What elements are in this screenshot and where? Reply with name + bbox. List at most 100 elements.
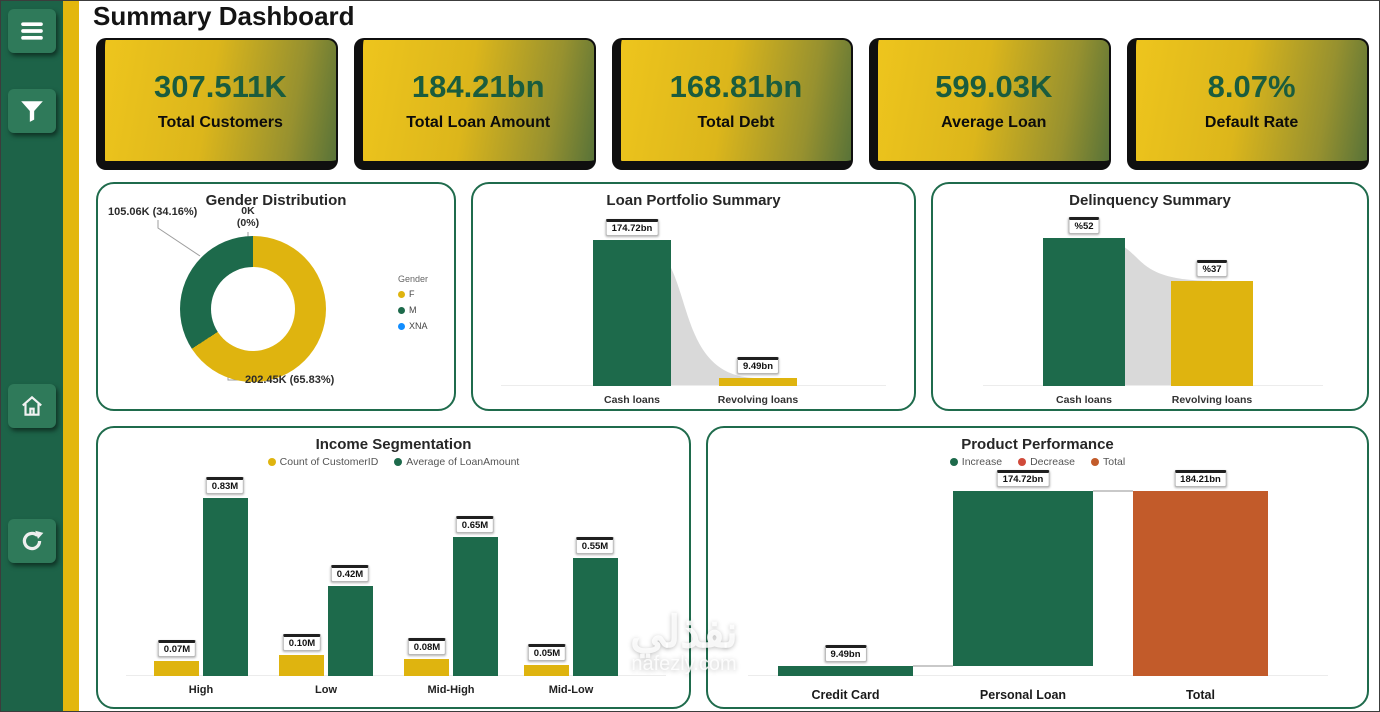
bar-count-mid-high[interactable] — [404, 658, 449, 676]
kpi-card-total-customers[interactable]: 307.511K Total Customers — [96, 38, 338, 170]
gender-donut[interactable] — [180, 236, 326, 382]
legend-item-total[interactable]: Total — [1091, 456, 1125, 468]
legend-dot-count — [267, 458, 276, 466]
axis-baseline — [748, 675, 1328, 676]
kpi-row: 307.511K Total Customers 184.21bn Total … — [96, 38, 1369, 170]
legend-dot-f — [398, 290, 405, 298]
value-label-avg-mid-low: 0.55M — [575, 537, 615, 555]
legend-label-decrease: Decrease — [1030, 456, 1076, 468]
bar-count-low[interactable] — [279, 654, 324, 676]
connector-personal-total — [1093, 490, 1133, 492]
legend-title: Gender — [398, 274, 429, 284]
legend-item-count[interactable]: Count of CustomerID — [267, 456, 379, 468]
menu-icon — [21, 22, 43, 40]
loan-funnel-ribbon — [632, 240, 758, 386]
menu-button[interactable] — [8, 9, 56, 53]
loan-portfolio-plot: 174.72bn 9.49bn Cash loans Revolving loans — [501, 219, 886, 410]
bar-count-high[interactable] — [154, 661, 199, 676]
accent-stripe — [63, 1, 79, 711]
filter-button[interactable] — [8, 89, 56, 133]
kpi-label: Default Rate — [1204, 114, 1299, 131]
kpi-label: Total Customers — [157, 114, 283, 131]
filter-icon — [21, 101, 43, 122]
bar-credit-card[interactable] — [778, 666, 913, 676]
kpi-card-default-rate[interactable]: 8.07% Default Rate — [1127, 38, 1369, 170]
kpi-label: Total Loan Amount — [406, 114, 551, 131]
legend-item-avg[interactable]: Average of LoanAmount — [394, 456, 519, 468]
connector-credit-personal — [913, 665, 953, 668]
value-label-credit-card: 9.49bn — [824, 645, 867, 663]
bar-revolving-loans[interactable] — [719, 378, 797, 386]
value-label-total: 184.21bn — [1174, 470, 1227, 487]
legend-label-count: Count of CustomerID — [279, 456, 379, 468]
value-label-count-mid-low: 0.05M — [527, 644, 567, 662]
legend-item-decrease[interactable]: Decrease — [1018, 456, 1075, 468]
legend-label-avg: Average of LoanAmount — [406, 456, 520, 468]
axis-label-mid-low: Mid-Low — [548, 684, 594, 696]
kpi-value: 307.511K — [154, 69, 287, 104]
legend-item-f[interactable]: F — [398, 289, 428, 299]
legend-label-m: M — [409, 305, 417, 315]
kpi-value: 184.21bn — [411, 69, 545, 104]
kpi-label: Average Loan — [941, 114, 1047, 131]
axis-label-cash-loans-delinquency: Cash loans — [1055, 394, 1113, 406]
legend-dot-avg — [394, 458, 403, 466]
refresh-icon — [22, 530, 44, 551]
home-button[interactable] — [8, 384, 56, 428]
bar-count-mid-low[interactable] — [524, 665, 569, 676]
legend-item-xna[interactable]: XNA — [398, 321, 428, 331]
refresh-button[interactable] — [8, 519, 56, 563]
legend-item-increase[interactable]: Increase — [949, 456, 1002, 468]
delinquency-panel: Delinquency Summary %52 %37 Cash loans Revo… — [931, 182, 1369, 411]
value-label-personal-loan: 174.72bn — [996, 470, 1050, 487]
chart-title-loan-portfolio: Loan Portfolio Summary — [606, 192, 781, 209]
value-label-avg-mid-high: 0.65M — [455, 515, 495, 533]
delinquency-plot: %52 %37 Cash loans Revolving loans — [983, 217, 1323, 410]
bar-cash-loans[interactable] — [593, 240, 671, 386]
income-plot: 0.07M 0.83M High 0.10M 0.42M Low 0.08M 0.65M Mid… — [126, 477, 666, 702]
bar-cash-loans-delinquency[interactable] — [1043, 238, 1125, 386]
value-label-cash-loans: 174.72bn — [605, 219, 659, 236]
gender-legend: Gender F M XNA — [398, 274, 428, 337]
axis-label-high: High — [188, 684, 214, 696]
kpi-value: 168.81bn — [669, 69, 803, 104]
axis-label-mid-high: Mid-High — [427, 684, 475, 696]
axis-baseline — [126, 675, 666, 676]
kpi-value: 599.03K — [935, 69, 1053, 104]
bar-personal-loan[interactable] — [953, 491, 1093, 667]
bar-avg-high[interactable] — [203, 498, 248, 676]
kpi-card-total-debt[interactable]: 168.81bn Total Debt — [611, 38, 854, 170]
axis-baseline — [983, 385, 1323, 386]
chart-title-income: Income Segmentation — [315, 436, 472, 453]
loan-portfolio-panel: Loan Portfolio Summary 174.72bn 9.49bn Cas… — [471, 182, 916, 411]
value-label-revolving-loans-delinquency: %37 — [1196, 259, 1228, 277]
bar-revolving-loans-delinquency[interactable] — [1171, 280, 1253, 386]
bar-total[interactable] — [1133, 491, 1268, 676]
axis-label-total: Total — [1186, 688, 1215, 702]
kpi-label: Total Debt — [697, 114, 775, 131]
product-legend: Increase Decrease Total — [708, 456, 1367, 468]
legend-dot-total — [1091, 458, 1100, 466]
value-label-count-high: 0.07M — [157, 640, 197, 657]
axis-baseline — [501, 385, 886, 386]
product-performance-panel: Product Performance Increase Decrease To… — [706, 426, 1369, 709]
value-label-revolving-loans: 9.49bn — [736, 357, 780, 375]
legend-item-m[interactable]: M — [398, 305, 428, 315]
page-title: Summary Dashboard — [93, 1, 355, 31]
axis-label-revolving-loans: Revolving loans — [717, 394, 799, 406]
kpi-card-average-loan[interactable]: 599.03K Average Loan — [869, 38, 1112, 170]
sidebar — [1, 1, 63, 711]
kpi-value: 8.07% — [1207, 69, 1296, 104]
axis-label-cash-loans: Cash loans — [603, 394, 661, 406]
bar-avg-low[interactable] — [328, 585, 373, 676]
kpi-card-total-loan-amount[interactable]: 184.21bn Total Loan Amount — [353, 38, 596, 170]
bar-avg-mid-low[interactable] — [573, 558, 618, 676]
product-plot: 9.49bn 174.72bn 184.21bn Credit Card Persona… — [748, 470, 1328, 704]
bar-avg-mid-high[interactable] — [453, 536, 498, 676]
axis-label-credit-card: Credit Card — [811, 688, 880, 702]
data-label-xna: 0K (0%) — [236, 205, 260, 229]
axis-label-revolving-loans-delinquency: Revolving loans — [1171, 394, 1253, 406]
data-label-female: 202.45K (65.83%) — [245, 374, 335, 386]
value-label-avg-high: 0.83M — [205, 477, 245, 494]
